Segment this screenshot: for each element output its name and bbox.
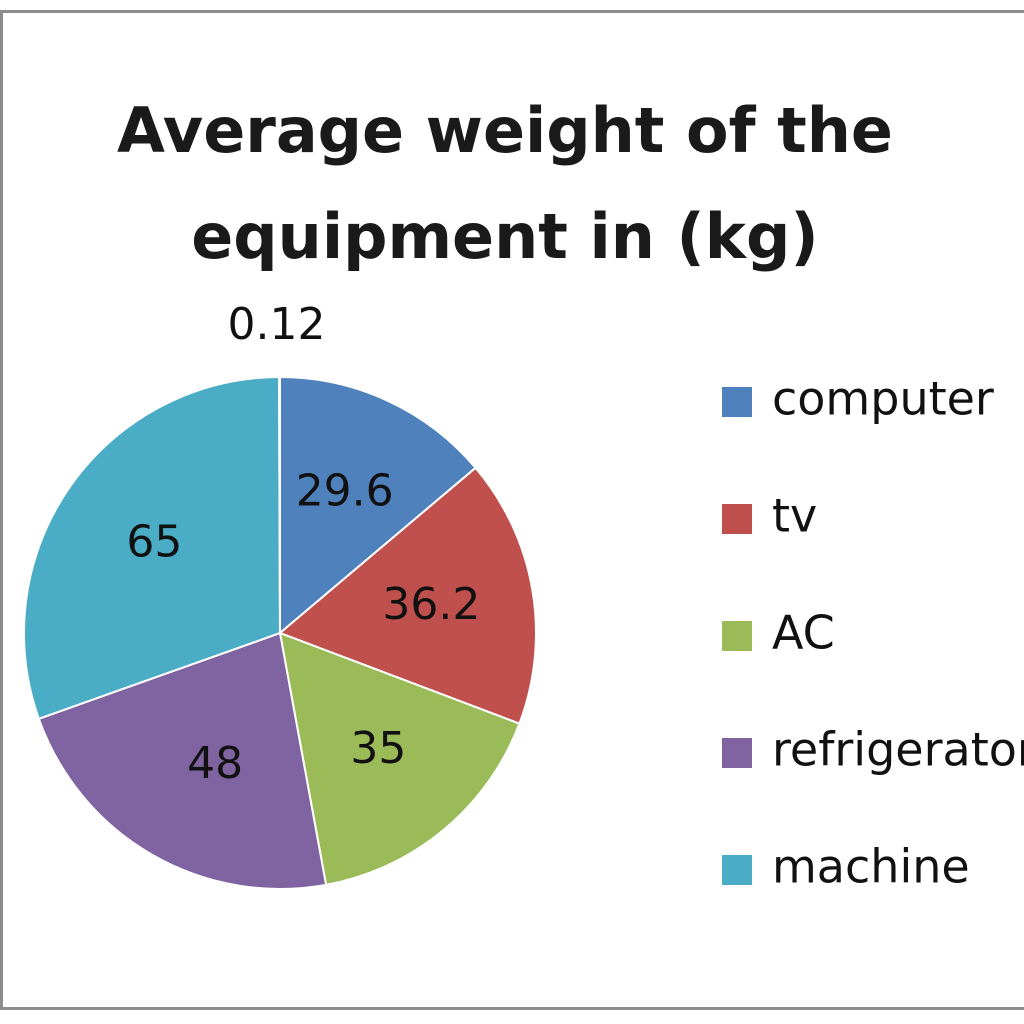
legend-swatch-machine [722,855,752,885]
legend-swatch-ac [722,621,752,651]
legend-label-refrigerator: refrigerator [772,723,1024,777]
pie-slices [23,375,537,890]
pie-slice-tv [278,466,537,725]
legend-label-computer: computer [772,372,994,426]
data-label-machine: 65 [126,517,182,568]
legend: computer tv AC refrigerator machine [722,372,1024,894]
legend-swatch-tv [722,504,752,534]
legend-label-ac: AC [772,606,835,660]
legend-label-tv: tv [772,489,817,543]
data-label-refrigerator: 48 [187,738,243,789]
legend-swatch-refrigerator [722,738,752,768]
chart-title-line-1: Average weight of the [117,94,893,167]
pie-slice-0-12 [278,375,281,634]
data-label-0-12: 0.12 [227,299,325,350]
data-label-ac: 35 [350,723,406,774]
pie-slice-refrigerator [37,631,328,890]
pie-data-labels: 29.6 36.2 35 48 65 0.12 [126,299,480,789]
legend-label-machine: machine [772,840,970,894]
pie-slice-computer [279,375,477,636]
legend-swatch-computer [722,387,752,417]
chart-title-line-2: equipment in (kg) [191,200,819,273]
chart-title: Average weight of the equipment in (kg) [0,78,1010,290]
data-label-computer: 29.6 [296,466,394,517]
data-label-tv: 36.2 [382,579,480,630]
pie-slice-ac [278,631,521,886]
pie-slice-machine [23,375,282,721]
